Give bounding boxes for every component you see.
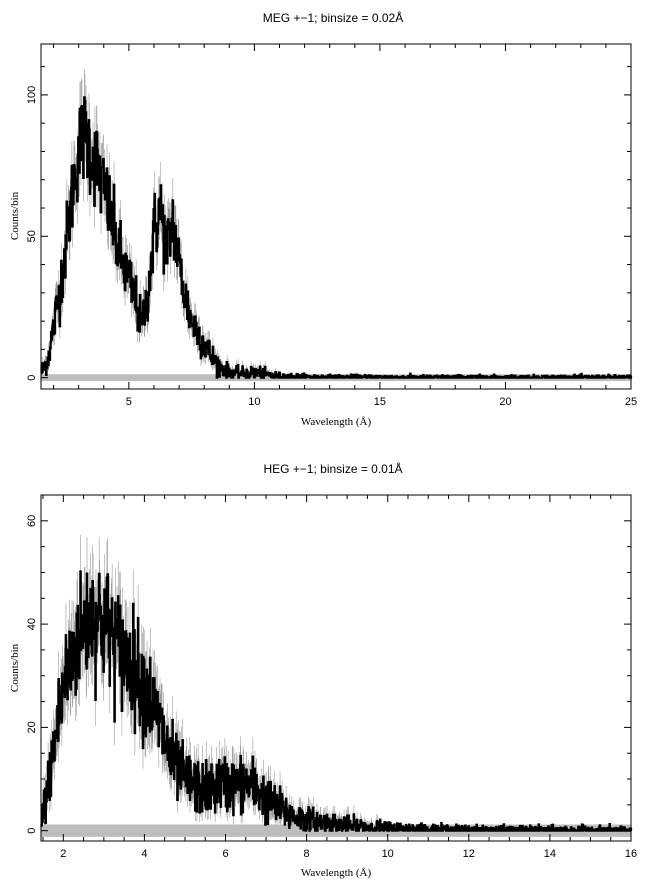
y-tick-label: 60 xyxy=(26,515,38,527)
zero-point xyxy=(351,827,355,831)
heg-ticks: 2 4 6 8 10 12 14 16 0 20 40 60 xyxy=(26,494,637,860)
zero-point xyxy=(528,827,532,831)
meg-ticks: 5 10 15 20 25 0 50 100 xyxy=(26,44,637,408)
zero-point xyxy=(472,827,476,831)
zero-point xyxy=(436,827,441,831)
zero-point xyxy=(542,827,546,831)
zero-point xyxy=(554,827,558,831)
zero-point xyxy=(272,375,276,379)
zero-point xyxy=(521,375,525,379)
heg-plot-frame xyxy=(40,494,632,842)
y-tick-label: 20 xyxy=(26,721,38,733)
zero-point xyxy=(369,375,374,379)
zero-point xyxy=(628,827,632,831)
zero-point xyxy=(385,375,390,379)
zero-point xyxy=(614,827,619,831)
zero-point xyxy=(492,827,496,831)
zero-point xyxy=(620,375,624,379)
zero-point xyxy=(601,827,605,831)
zero-point xyxy=(417,827,421,831)
zero-point xyxy=(460,827,464,831)
heg-x-axis-label: Wavelength (Å) xyxy=(301,867,372,879)
x-tick-label: 15 xyxy=(374,396,386,408)
zero-point xyxy=(252,375,256,379)
zero-point xyxy=(588,827,592,831)
y-tick-label: 0 xyxy=(26,828,38,834)
y-tick-label: 100 xyxy=(26,86,38,104)
zero-point xyxy=(346,375,350,379)
zero-point xyxy=(578,375,582,379)
x-tick-label: 25 xyxy=(625,396,637,408)
zero-point xyxy=(448,827,452,831)
y-tick-label: 0 xyxy=(26,375,38,381)
y-tick-label: 40 xyxy=(26,618,38,630)
meg-zero-points xyxy=(252,375,624,379)
zero-point xyxy=(298,375,302,379)
zero-point xyxy=(411,375,415,379)
x-tick-label: 10 xyxy=(248,396,260,408)
x-tick-label: 20 xyxy=(499,396,511,408)
x-tick-label: 12 xyxy=(463,848,475,860)
x-tick-label: 16 xyxy=(625,848,637,860)
meg-y-axis-label: Counts/bin xyxy=(9,191,21,240)
x-tick-label: 6 xyxy=(222,848,228,860)
x-tick-label: 14 xyxy=(544,848,556,860)
x-tick-label: 4 xyxy=(141,848,147,860)
zero-point xyxy=(536,375,540,379)
meg-title: MEG +−1; binsize = 0.02Å xyxy=(263,10,403,25)
zero-point xyxy=(383,827,387,831)
meg-x-axis-label: Wavelength (Å) xyxy=(301,416,372,428)
heg-panel: HEG +−1; binsize = 0.01Å 2 4 6 8 10 12 14 16 0 20… xyxy=(9,461,637,879)
zero-point xyxy=(506,375,510,379)
zero-point xyxy=(438,375,443,379)
x-tick-label: 10 xyxy=(382,848,394,860)
zero-point xyxy=(460,375,464,379)
zero-point xyxy=(370,827,374,831)
heg-zero-points xyxy=(337,827,632,831)
zero-point xyxy=(337,827,341,831)
zero-point xyxy=(484,375,488,379)
heg-title: HEG +−1; binsize = 0.01Å xyxy=(263,461,402,476)
zero-point xyxy=(595,375,599,379)
zero-point xyxy=(572,827,576,831)
meg-plot-frame xyxy=(40,43,632,390)
x-tick-label: 5 xyxy=(126,396,132,408)
x-tick-label: 8 xyxy=(304,848,310,860)
x-tick-label: 2 xyxy=(60,848,66,860)
meg-panel: MEG +−1; binsize = 0.02Å 5 10 15 20 25 0 50 100… xyxy=(9,10,637,428)
zero-point xyxy=(325,375,329,379)
y-tick-label: 50 xyxy=(26,230,38,242)
heg-y-axis-label: Counts/bin xyxy=(9,643,21,692)
zero-point xyxy=(405,827,409,831)
zero-point xyxy=(512,827,516,831)
zero-point xyxy=(557,375,561,379)
